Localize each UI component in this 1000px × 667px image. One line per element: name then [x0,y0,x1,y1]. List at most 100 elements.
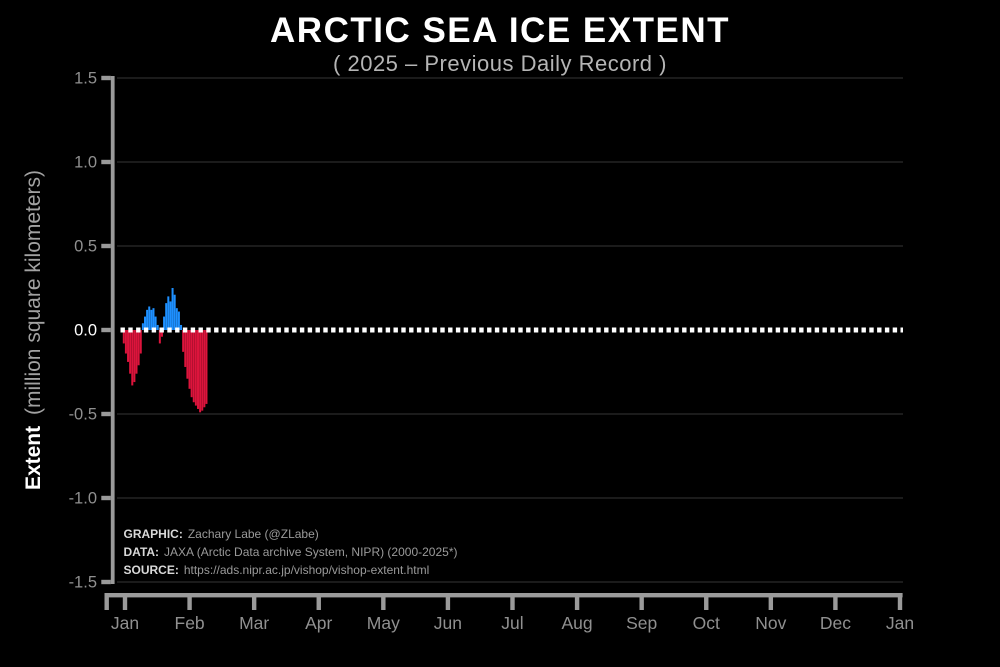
x-axis-tick [122,593,128,610]
x-axis-tick [316,593,321,610]
x-axis-tick [574,593,580,610]
x-axis-spine [104,593,903,598]
y-axis-tick [101,495,111,501]
bar-negative [139,330,142,354]
bar-negative [137,330,140,366]
y-axis-spine [110,76,115,584]
credit-label: DATA: [124,545,160,559]
bar-positive [171,288,174,330]
x-axis-tick [639,593,644,610]
y-tick-label: -1.0 [69,490,97,508]
bar-positive [150,309,153,330]
bar-positive [180,324,183,330]
bar-positive [152,308,155,330]
credit-line: GRAPHIC: Zachary Labe (@ZLabe) [124,527,319,541]
bar-negative [182,330,185,352]
y-tick-label: 1.5 [74,70,97,88]
chart-title: ARCTIC SEA ICE EXTENT [270,11,730,50]
y-axis-tick [101,159,111,165]
credit-line: DATA: JAXA (Arctic Data archive System, N… [124,545,458,559]
x-tick-label: Nov [755,613,786,633]
y-tick-label: -0.5 [69,406,97,424]
credit-label: SOURCE: [124,563,179,577]
y-axis: 1.5 1.0 0.5 0.0 -0.5 -1.0 -1.5 [69,70,115,592]
x-tick-label: Sep [626,613,657,633]
bar-positive [177,311,180,330]
daily-difference-bars [122,288,208,413]
x-axis-tick [768,593,774,610]
bar-negative [186,330,189,379]
bar-positive [163,316,166,330]
bar-positive [175,308,178,330]
x-tick-label: Oct [693,613,720,633]
credit-text: JAXA (Arctic Data archive System, NIPR) … [164,545,457,559]
bar-positive [156,324,159,330]
bar-negative [192,330,195,403]
x-axis-tick [510,593,515,610]
x-tick-label: Aug [562,613,593,633]
x-tick-label: Jan [111,613,139,633]
bar-negative [188,330,191,389]
y-tick-label: -1.5 [69,574,97,592]
bar-positive [148,306,151,330]
bar-negative [203,330,206,408]
bar-negative [190,330,193,398]
x-tick-label: Jun [434,613,462,633]
y-axis-tick [101,411,111,417]
bar-positive [165,303,168,330]
credits: GRAPHIC: Zachary Labe (@ZLabe) DATA: JAXA (… [124,527,458,577]
bar-positive [167,296,170,330]
bar-positive [144,316,146,330]
y-tick-label: 0.5 [74,238,97,256]
bar-negative [201,330,204,411]
bar-positive [146,309,149,330]
chart-subtitle: ( 2025 – Previous Daily Record ) [333,51,667,76]
x-tick-label: Apr [305,613,332,633]
y-axis-tick [101,75,111,81]
bar-negative [205,330,208,404]
gridlines [117,77,903,583]
bar-negative [160,330,163,337]
credit-text: Zachary Labe (@ZLabe) [188,527,319,541]
y-tick-label: 1.0 [74,154,97,172]
x-tick-label: Dec [820,613,851,633]
x-axis-tick [187,593,192,610]
credit-line: SOURCE: https://ads.nipr.ac.jp/vishop/vis… [124,563,430,577]
bar-negative [197,330,199,409]
bar-positive [173,294,176,330]
y-axis-label: Extent (million square kilometers) [22,170,45,490]
y-tick-label: 0.0 [74,322,97,340]
x-axis-tick [381,593,386,610]
bar-negative [135,330,138,374]
y-axis-tick [101,327,111,333]
x-axis-tick [897,593,903,610]
bar-negative [122,330,125,344]
x-axis-end-cap [104,593,109,610]
x-axis-tick [251,593,257,610]
x-tick-label: Jan [886,613,914,633]
bar-negative [124,330,127,354]
bar-negative [184,330,187,367]
y-axis-tick [101,243,111,249]
x-tick-label: Jul [501,613,523,633]
bar-negative [129,330,132,374]
bar-negative [133,330,136,383]
x-axis-tick [704,593,709,610]
bar-positive [169,301,172,330]
credit-text: https://ads.nipr.ac.jp/vishop/vishop-ext… [184,563,429,577]
y-axis-tick [101,579,111,585]
x-axis-tick [833,593,838,610]
bar-negative [199,330,202,413]
x-tick-label: May [367,613,400,633]
bar-positive [141,323,144,330]
x-axis: Jan Feb Mar Apr May Jun Jul Aug Sep Oct Nov Dec Jan [104,593,914,633]
credit-label: GRAPHIC: [124,527,183,541]
x-axis-tick [445,593,451,610]
bar-positive [154,316,157,330]
x-tick-label: Feb [175,613,205,633]
bar-negative [194,330,197,406]
bar-negative [158,330,161,344]
bar-negative [131,330,134,386]
